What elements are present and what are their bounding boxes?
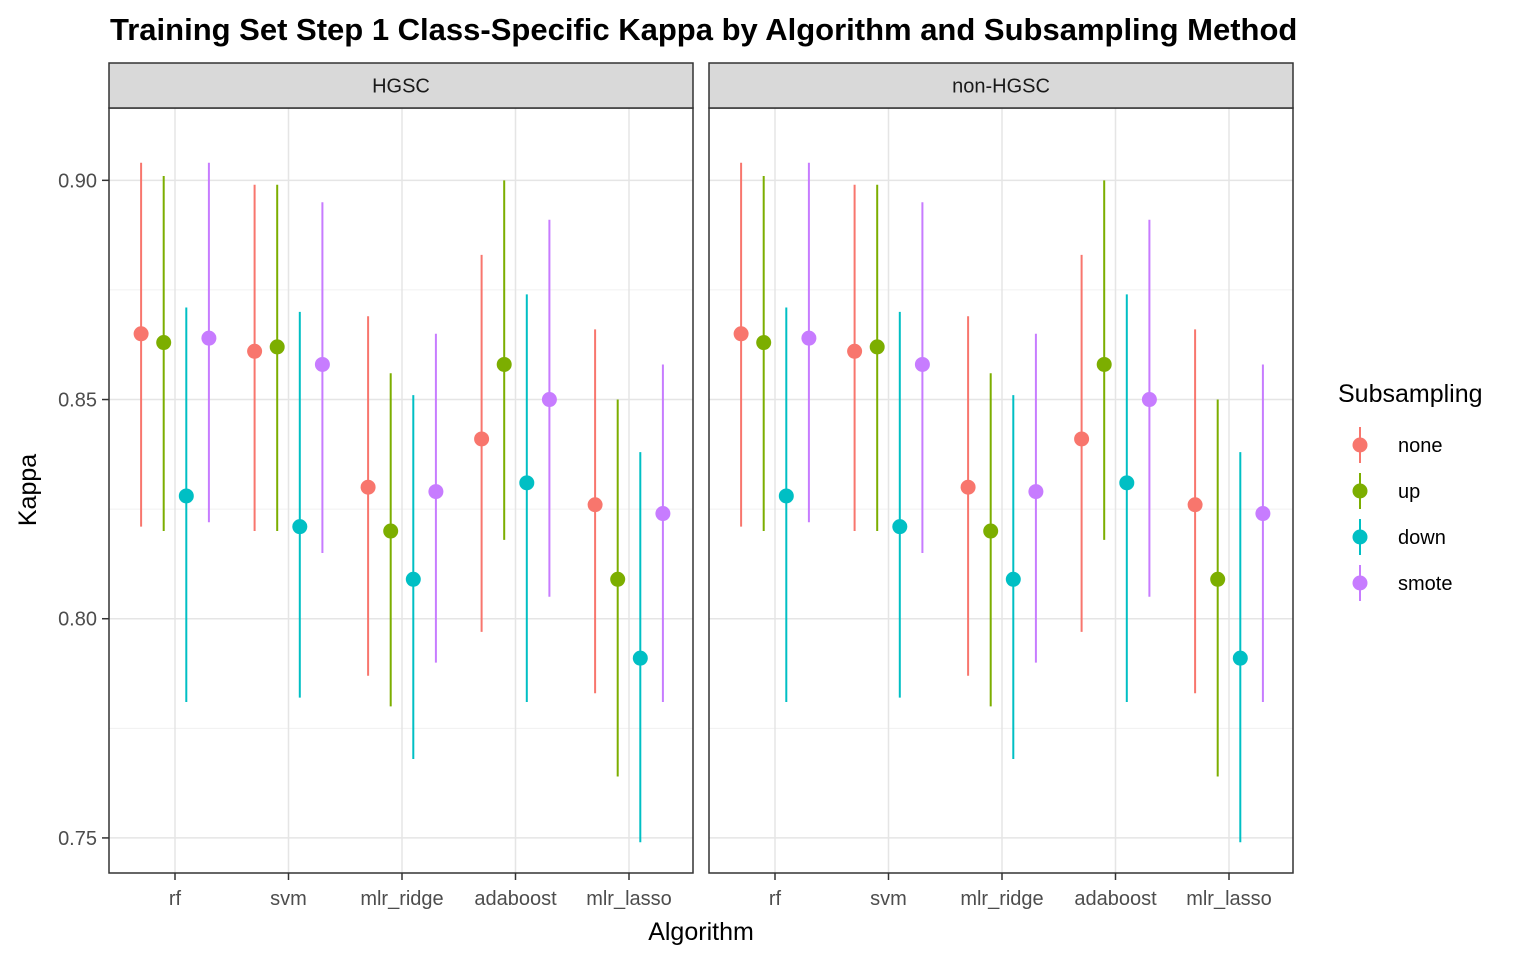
x-tick-label: mlr_lasso xyxy=(586,888,672,910)
data-point xyxy=(960,479,976,495)
data-point xyxy=(733,326,749,342)
x-tick-label: mlr_ridge xyxy=(960,888,1043,910)
y-axis-title: Kappa xyxy=(14,454,42,526)
data-point xyxy=(632,650,648,666)
legend-entry-smote: smote xyxy=(1352,565,1452,601)
panel-background xyxy=(709,108,1293,873)
x-tick-label: rf xyxy=(169,888,182,910)
facet-strip xyxy=(708,62,1294,109)
data-point xyxy=(1141,392,1157,408)
facet-panel-2: non-HGSC rf svm mlr_ridge adaboost mlr_lasso xyxy=(708,62,1294,910)
data-point xyxy=(1096,356,1112,372)
data-point xyxy=(314,356,330,372)
chart-title: Training Set Step 1 Class-Specific Kappa… xyxy=(110,12,1297,47)
data-point xyxy=(156,335,172,351)
legend-label: smote xyxy=(1398,573,1452,595)
x-tick-label: rf xyxy=(769,888,782,910)
panel-background xyxy=(109,108,693,873)
facet-panel-1: HGSC rf svm mlr_ridge adaboost mlr_lasso xyxy=(108,62,694,910)
legend-key-point xyxy=(1352,529,1368,545)
x-tick-label: adaboost xyxy=(474,888,557,910)
series-none xyxy=(733,162,1203,694)
data-point xyxy=(383,523,399,539)
data-point xyxy=(778,488,794,504)
series-smote xyxy=(801,162,1271,703)
data-point xyxy=(892,519,908,535)
data-point xyxy=(247,343,263,359)
series-down xyxy=(178,294,648,843)
data-point xyxy=(405,571,421,587)
data-point xyxy=(1210,571,1226,587)
legend-label: none xyxy=(1398,435,1443,457)
data-point xyxy=(1028,484,1044,500)
x-tick-label: mlr_lasso xyxy=(1186,888,1272,910)
data-point xyxy=(178,488,194,504)
data-point xyxy=(655,506,671,522)
series-smote xyxy=(201,162,671,703)
legend-label: down xyxy=(1398,527,1446,549)
y-tick-label: 0.75 xyxy=(58,828,97,850)
series-down xyxy=(778,294,1248,843)
y-axis: 0.75 0.80 0.85 0.90 xyxy=(58,170,109,850)
data-point xyxy=(201,330,217,346)
y-tick-label: 0.80 xyxy=(58,609,97,631)
data-point xyxy=(869,339,885,355)
series-up xyxy=(156,175,626,777)
legend-entry-none: none xyxy=(1352,427,1443,463)
data-point xyxy=(983,523,999,539)
data-point xyxy=(610,571,626,587)
x-tick-label: mlr_ridge xyxy=(360,888,443,910)
legend-key-point xyxy=(1352,437,1368,453)
data-point xyxy=(914,356,930,372)
x-tick-label: svm xyxy=(870,888,907,910)
data-point xyxy=(133,326,149,342)
legend-entry-up: up xyxy=(1352,473,1420,509)
legend: Subsampling none up down smote xyxy=(1338,380,1483,601)
data-point xyxy=(756,335,772,351)
legend-title: Subsampling xyxy=(1338,380,1483,408)
series-up xyxy=(756,175,1226,777)
data-point xyxy=(519,475,535,491)
data-point xyxy=(1255,506,1271,522)
data-point xyxy=(292,519,308,535)
data-point xyxy=(1187,497,1203,513)
x-axis-title: Algorithm xyxy=(648,918,754,946)
facet-strip xyxy=(108,62,694,109)
data-point xyxy=(587,497,603,513)
data-point xyxy=(496,356,512,372)
data-point xyxy=(1232,650,1248,666)
data-point xyxy=(428,484,444,500)
data-point xyxy=(1119,475,1135,491)
y-tick-label: 0.85 xyxy=(58,390,97,412)
facet-strip-label: non-HGSC xyxy=(952,76,1050,98)
data-point xyxy=(1074,431,1090,447)
data-point xyxy=(360,479,376,495)
data-point xyxy=(801,330,817,346)
y-tick-label: 0.90 xyxy=(58,170,97,192)
legend-key-point xyxy=(1352,483,1368,499)
data-point xyxy=(474,431,490,447)
data-point xyxy=(269,339,285,355)
facet-strip-label: HGSC xyxy=(372,76,430,98)
series-none xyxy=(133,162,603,694)
legend-entry-down: down xyxy=(1352,519,1446,555)
data-point xyxy=(847,343,863,359)
data-point xyxy=(541,392,557,408)
x-tick-label: svm xyxy=(270,888,307,910)
x-tick-label: adaboost xyxy=(1074,888,1157,910)
data-point xyxy=(1005,571,1021,587)
legend-label: up xyxy=(1398,481,1420,503)
legend-key-point xyxy=(1352,575,1368,591)
